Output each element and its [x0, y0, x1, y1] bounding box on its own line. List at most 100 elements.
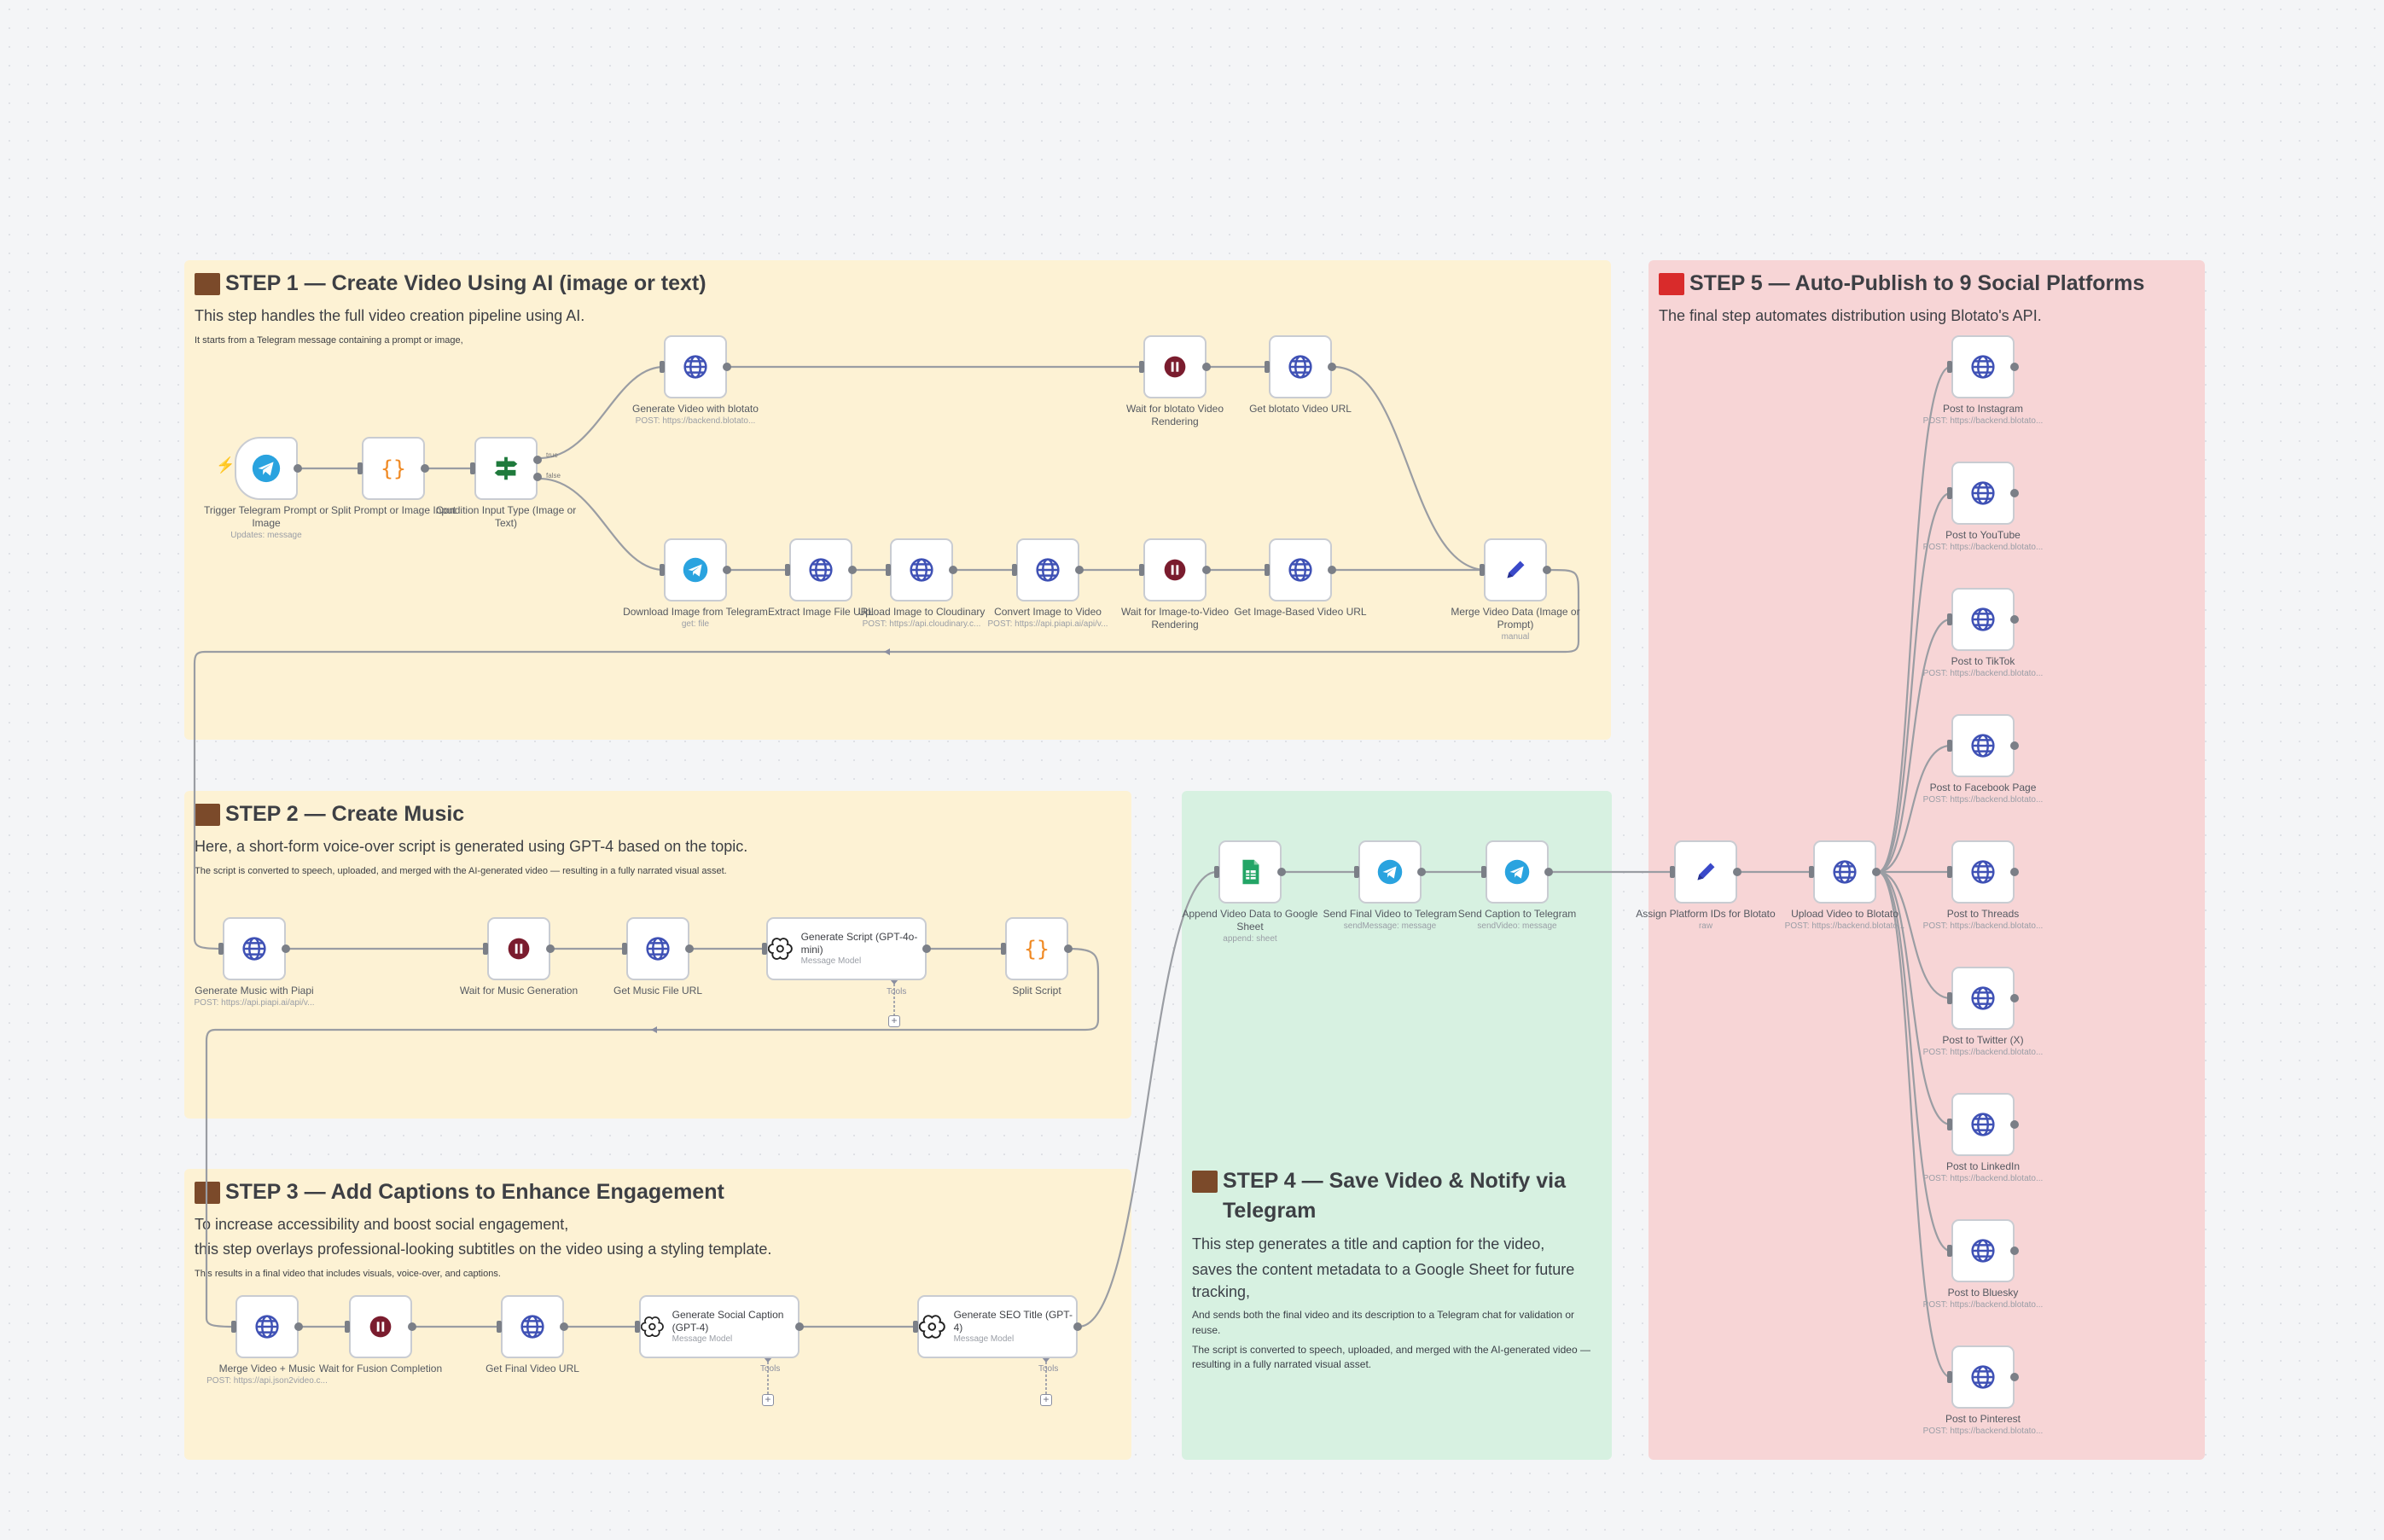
output-port[interactable] — [2010, 741, 2019, 750]
input-port[interactable] — [1139, 361, 1144, 373]
node-gen-seo[interactable]: Generate SEO Title (GPT-4) Message Model — [913, 1295, 1082, 1358]
node-get-final[interactable] — [497, 1295, 568, 1358]
node-split-prompt[interactable]: {} — [358, 437, 429, 500]
node-gen-music[interactable] — [218, 917, 290, 980]
output-port[interactable] — [2010, 868, 2019, 876]
output-port[interactable] — [1202, 566, 1211, 574]
node-platform-post[interactable] — [1947, 462, 2019, 525]
input-port[interactable] — [1480, 564, 1485, 576]
node-convert-image[interactable] — [1012, 538, 1084, 601]
node-merge-video-data[interactable] — [1480, 538, 1551, 601]
input-port[interactable] — [1012, 564, 1017, 576]
node-platform-post[interactable] — [1947, 840, 2019, 904]
output-port[interactable] — [2010, 1247, 2019, 1255]
node-send-video-tg[interactable] — [1354, 840, 1426, 904]
node-trigger-telegram[interactable] — [235, 437, 302, 500]
input-port[interactable] — [1947, 866, 1952, 878]
input-port[interactable] — [785, 564, 790, 576]
output-port[interactable] — [2010, 994, 2019, 1002]
output-port[interactable] — [1277, 868, 1286, 876]
output-port[interactable] — [421, 464, 429, 473]
node-get-blotato-url[interactable] — [1265, 335, 1336, 398]
input-port[interactable] — [762, 943, 767, 955]
input-port[interactable] — [1947, 740, 1952, 752]
output-port[interactable] — [1733, 868, 1741, 876]
output-port[interactable] — [1202, 363, 1211, 371]
output-port[interactable] — [1075, 566, 1084, 574]
input-port[interactable] — [470, 462, 475, 474]
node-get-music[interactable] — [622, 917, 694, 980]
output-port[interactable] — [2010, 363, 2019, 371]
output-port[interactable] — [2010, 615, 2019, 624]
node-assign-platform[interactable] — [1670, 840, 1741, 904]
output-port[interactable] — [1544, 868, 1553, 876]
input-port[interactable] — [358, 462, 363, 474]
input-port[interactable] — [1947, 613, 1952, 625]
node-get-image-video[interactable] — [1265, 538, 1336, 601]
output-false-port[interactable] — [533, 472, 542, 481]
output-port[interactable] — [1872, 868, 1881, 876]
node-platform-post[interactable] — [1947, 1093, 2019, 1156]
input-port[interactable] — [622, 943, 627, 955]
node-wait-blotato[interactable] — [1139, 335, 1211, 398]
input-port[interactable] — [913, 1321, 918, 1333]
node-platform-post[interactable] — [1947, 1219, 2019, 1282]
input-port[interactable] — [345, 1321, 350, 1333]
node-download-image[interactable] — [660, 538, 731, 601]
gen-caption-add-tool-button[interactable]: + — [762, 1394, 774, 1406]
input-port[interactable] — [1001, 943, 1006, 955]
node-wait-fusion[interactable] — [345, 1295, 416, 1358]
output-port[interactable] — [848, 566, 857, 574]
input-port[interactable] — [635, 1321, 640, 1333]
output-port[interactable] — [723, 566, 731, 574]
output-port[interactable] — [1328, 566, 1336, 574]
input-port[interactable] — [1947, 1245, 1952, 1257]
node-gen-video-blotato[interactable] — [660, 335, 731, 398]
node-append-sheet[interactable] — [1214, 840, 1286, 904]
output-port[interactable] — [294, 464, 302, 473]
output-port[interactable] — [1064, 944, 1073, 953]
node-condition[interactable] — [470, 437, 542, 500]
input-port[interactable] — [483, 943, 488, 955]
input-port[interactable] — [1670, 866, 1675, 878]
output-port[interactable] — [685, 944, 694, 953]
output-port[interactable] — [408, 1322, 416, 1331]
node-platform-post[interactable] — [1947, 967, 2019, 1030]
input-port[interactable] — [660, 564, 665, 576]
input-port[interactable] — [497, 1321, 502, 1333]
node-send-caption-tg[interactable] — [1481, 840, 1553, 904]
input-port[interactable] — [886, 564, 891, 576]
input-port[interactable] — [1947, 487, 1952, 499]
node-split-script[interactable]: {} — [1001, 917, 1073, 980]
node-platform-post[interactable] — [1947, 1345, 2019, 1409]
output-port[interactable] — [294, 1322, 303, 1331]
output-port[interactable] — [922, 944, 931, 953]
output-port[interactable] — [2010, 1373, 2019, 1381]
gen-seo-add-tool-button[interactable]: + — [1040, 1394, 1052, 1406]
input-port[interactable] — [1214, 866, 1219, 878]
node-extract-image[interactable] — [785, 538, 857, 601]
output-port[interactable] — [795, 1322, 804, 1331]
node-gen-caption[interactable]: Generate Social Caption (GPT-4) Message M… — [635, 1295, 804, 1358]
output-true-port[interactable] — [533, 456, 542, 465]
input-port[interactable] — [1947, 1119, 1952, 1130]
input-port[interactable] — [1947, 361, 1952, 373]
input-port[interactable] — [660, 361, 665, 373]
node-upload-blotato[interactable] — [1809, 840, 1881, 904]
output-port[interactable] — [2010, 1120, 2019, 1129]
input-port[interactable] — [1139, 564, 1144, 576]
input-port[interactable] — [1265, 361, 1270, 373]
node-wait-i2v[interactable] — [1139, 538, 1211, 601]
output-port[interactable] — [546, 944, 555, 953]
input-port[interactable] — [1947, 1371, 1952, 1383]
node-gen-script[interactable]: Generate Script (GPT-4o-mini) Message Mod… — [762, 917, 931, 980]
input-port[interactable] — [218, 943, 224, 955]
output-port[interactable] — [1417, 868, 1426, 876]
output-port[interactable] — [949, 566, 957, 574]
output-port[interactable] — [1073, 1322, 1082, 1331]
input-port[interactable] — [1481, 866, 1486, 878]
node-merge-music[interactable] — [231, 1295, 303, 1358]
node-upload-cloudinary[interactable] — [886, 538, 957, 601]
sticky-step1[interactable]: STEP 1 — Create Video Using AI (image or… — [184, 260, 1611, 740]
output-port[interactable] — [723, 363, 731, 371]
